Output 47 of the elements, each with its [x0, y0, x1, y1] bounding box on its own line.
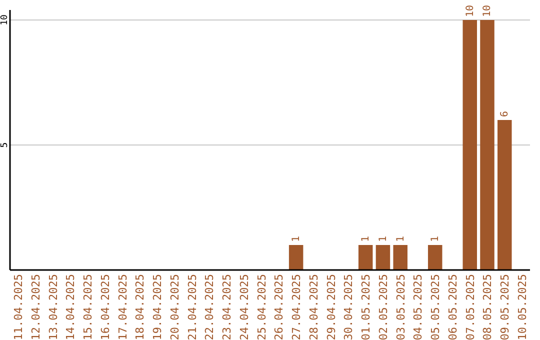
x-tick-label: 26.04.2025	[272, 274, 286, 340]
x-tick-label: 21.04.2025	[186, 274, 199, 340]
bar	[498, 120, 512, 270]
data-label: 1	[430, 236, 442, 242]
bar	[428, 245, 442, 270]
x-tick-label: 01.05.2025	[360, 274, 373, 340]
x-tick-label: 10.05.2025	[516, 274, 530, 340]
x-tick-label: 16.04.2025	[98, 274, 112, 340]
bar	[376, 245, 390, 270]
x-tick-label: 03.05.2025	[394, 274, 408, 340]
x-tick-label: 14.04.2025	[64, 274, 78, 340]
x-tick-label: 19.04.2025	[151, 274, 164, 340]
x-tick-label: 15.04.2025	[82, 274, 95, 340]
x-tick-label: 17.04.2025	[116, 274, 130, 340]
x-tick-label: 28.04.2025	[307, 274, 320, 340]
x-tick-label: 09.05.2025	[498, 274, 512, 340]
x-tick-label: 04.05.2025	[412, 274, 425, 340]
bar	[288, 245, 304, 270]
x-tick-label: 29.04.2025	[324, 274, 338, 340]
x-tick-label: 18.04.2025	[134, 274, 147, 340]
x-tick-label: 06.05.2025	[446, 274, 460, 340]
x-tick-label: 30.04.2025	[342, 274, 356, 340]
y-tick-label: 5	[0, 142, 10, 148]
x-tick-label: 11.04.2025	[12, 274, 25, 340]
x-tick-label: 23.04.2025	[220, 274, 234, 340]
x-tick-label: 22.04.2025	[203, 274, 216, 340]
x-tick-label: 20.04.2025	[168, 274, 182, 340]
bar	[462, 20, 477, 270]
bar	[358, 245, 373, 270]
x-tick-label: 05.05.2025	[429, 274, 442, 340]
x-tick-label: 25.04.2025	[255, 274, 268, 340]
data-label: 1	[378, 236, 389, 242]
data-label: 1	[360, 236, 372, 242]
x-tick-label: 24.04.2025	[238, 274, 251, 340]
x-tick-label: 12.04.2025	[29, 274, 42, 340]
data-label: 10	[464, 4, 476, 17]
bar	[480, 20, 494, 270]
data-label: 10	[482, 4, 494, 17]
data-label: 1	[291, 236, 302, 242]
x-tick-label: 27.04.2025	[290, 274, 304, 340]
data-label: 6	[500, 110, 511, 117]
x-tick-label: 02.05.2025	[376, 274, 390, 340]
bar	[393, 245, 408, 270]
x-tick-label: 13.04.2025	[46, 274, 60, 340]
data-label: 1	[395, 236, 406, 242]
x-tick-label: 07.05.2025	[464, 274, 477, 340]
x-tick-label: 08.05.2025	[481, 274, 494, 340]
